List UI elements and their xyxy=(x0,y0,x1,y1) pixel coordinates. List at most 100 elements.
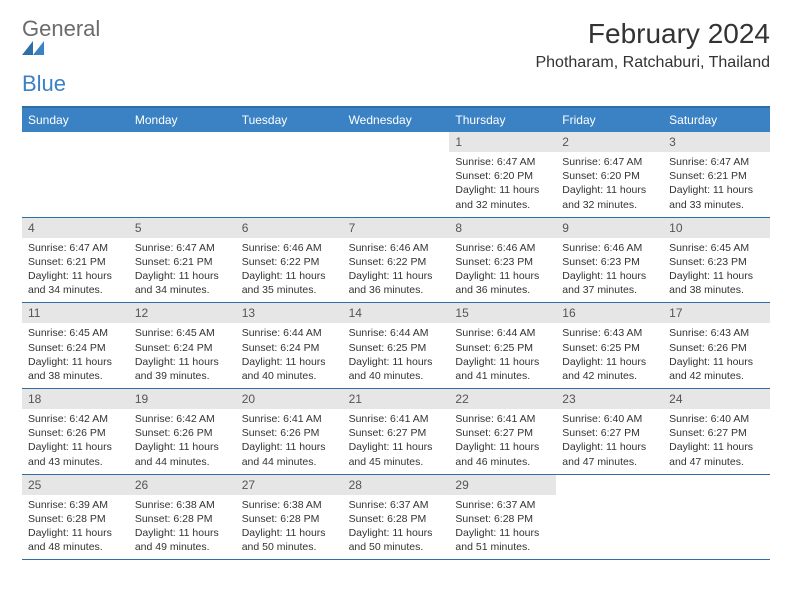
day-number: 11 xyxy=(22,303,129,323)
day-number: 6 xyxy=(236,218,343,238)
day-info: Sunrise: 6:45 AMSunset: 6:24 PMDaylight:… xyxy=(129,323,236,388)
dow-5: Friday xyxy=(556,108,663,132)
day-info: Sunrise: 6:37 AMSunset: 6:28 PMDaylight:… xyxy=(343,495,450,560)
day-number xyxy=(663,475,770,495)
day-number: 23 xyxy=(556,389,663,409)
day-number: 20 xyxy=(236,389,343,409)
week-row: 18Sunrise: 6:42 AMSunset: 6:26 PMDayligh… xyxy=(22,389,770,475)
title-block: February 2024 Photharam, Ratchaburi, Tha… xyxy=(535,18,770,72)
day-number: 26 xyxy=(129,475,236,495)
dow-4: Thursday xyxy=(449,108,556,132)
week-row: 25Sunrise: 6:39 AMSunset: 6:28 PMDayligh… xyxy=(22,475,770,561)
week-row: 1Sunrise: 6:47 AMSunset: 6:20 PMDaylight… xyxy=(22,132,770,218)
day-cell: 11Sunrise: 6:45 AMSunset: 6:24 PMDayligh… xyxy=(22,303,129,388)
day-info: Sunrise: 6:43 AMSunset: 6:25 PMDaylight:… xyxy=(556,323,663,388)
day-info: Sunrise: 6:41 AMSunset: 6:27 PMDaylight:… xyxy=(343,409,450,474)
logo-blue: Blue xyxy=(22,71,66,96)
day-info: Sunrise: 6:46 AMSunset: 6:22 PMDaylight:… xyxy=(343,238,450,303)
dow-2: Tuesday xyxy=(236,108,343,132)
day-info: Sunrise: 6:42 AMSunset: 6:26 PMDaylight:… xyxy=(22,409,129,474)
day-cell xyxy=(343,132,450,217)
day-number: 3 xyxy=(663,132,770,152)
day-cell: 6Sunrise: 6:46 AMSunset: 6:22 PMDaylight… xyxy=(236,218,343,303)
day-cell: 20Sunrise: 6:41 AMSunset: 6:26 PMDayligh… xyxy=(236,389,343,474)
day-info: Sunrise: 6:47 AMSunset: 6:21 PMDaylight:… xyxy=(663,152,770,217)
day-cell: 29Sunrise: 6:37 AMSunset: 6:28 PMDayligh… xyxy=(449,475,556,560)
day-number xyxy=(129,132,236,152)
day-info: Sunrise: 6:38 AMSunset: 6:28 PMDaylight:… xyxy=(129,495,236,560)
day-info: Sunrise: 6:47 AMSunset: 6:20 PMDaylight:… xyxy=(556,152,663,217)
week-row: 4Sunrise: 6:47 AMSunset: 6:21 PMDaylight… xyxy=(22,218,770,304)
page-title: February 2024 xyxy=(535,18,770,50)
day-number: 16 xyxy=(556,303,663,323)
day-number xyxy=(22,132,129,152)
day-cell: 10Sunrise: 6:45 AMSunset: 6:23 PMDayligh… xyxy=(663,218,770,303)
day-cell: 3Sunrise: 6:47 AMSunset: 6:21 PMDaylight… xyxy=(663,132,770,217)
day-cell: 28Sunrise: 6:37 AMSunset: 6:28 PMDayligh… xyxy=(343,475,450,560)
day-number: 27 xyxy=(236,475,343,495)
day-number xyxy=(556,475,663,495)
day-info: Sunrise: 6:45 AMSunset: 6:24 PMDaylight:… xyxy=(22,323,129,388)
day-cell: 26Sunrise: 6:38 AMSunset: 6:28 PMDayligh… xyxy=(129,475,236,560)
day-info: Sunrise: 6:47 AMSunset: 6:20 PMDaylight:… xyxy=(449,152,556,217)
day-info: Sunrise: 6:39 AMSunset: 6:28 PMDaylight:… xyxy=(22,495,129,560)
day-info: Sunrise: 6:44 AMSunset: 6:25 PMDaylight:… xyxy=(343,323,450,388)
day-info: Sunrise: 6:38 AMSunset: 6:28 PMDaylight:… xyxy=(236,495,343,560)
day-info: Sunrise: 6:44 AMSunset: 6:25 PMDaylight:… xyxy=(449,323,556,388)
day-info: Sunrise: 6:46 AMSunset: 6:23 PMDaylight:… xyxy=(556,238,663,303)
day-number: 24 xyxy=(663,389,770,409)
day-number: 14 xyxy=(343,303,450,323)
location: Photharam, Ratchaburi, Thailand xyxy=(535,54,770,72)
day-info: Sunrise: 6:46 AMSunset: 6:23 PMDaylight:… xyxy=(449,238,556,303)
logo: General Blue xyxy=(22,18,100,96)
day-cell: 12Sunrise: 6:45 AMSunset: 6:24 PMDayligh… xyxy=(129,303,236,388)
day-number: 28 xyxy=(343,475,450,495)
day-cell: 15Sunrise: 6:44 AMSunset: 6:25 PMDayligh… xyxy=(449,303,556,388)
day-info: Sunrise: 6:40 AMSunset: 6:27 PMDaylight:… xyxy=(663,409,770,474)
day-cell xyxy=(556,475,663,560)
day-cell: 13Sunrise: 6:44 AMSunset: 6:24 PMDayligh… xyxy=(236,303,343,388)
day-number: 18 xyxy=(22,389,129,409)
header: General Blue February 2024 Photharam, Ra… xyxy=(22,18,770,96)
day-info: Sunrise: 6:41 AMSunset: 6:26 PMDaylight:… xyxy=(236,409,343,474)
day-info: Sunrise: 6:42 AMSunset: 6:26 PMDaylight:… xyxy=(129,409,236,474)
day-cell: 17Sunrise: 6:43 AMSunset: 6:26 PMDayligh… xyxy=(663,303,770,388)
day-number: 1 xyxy=(449,132,556,152)
dow-3: Wednesday xyxy=(343,108,450,132)
day-cell: 9Sunrise: 6:46 AMSunset: 6:23 PMDaylight… xyxy=(556,218,663,303)
day-info: Sunrise: 6:46 AMSunset: 6:22 PMDaylight:… xyxy=(236,238,343,303)
day-cell: 5Sunrise: 6:47 AMSunset: 6:21 PMDaylight… xyxy=(129,218,236,303)
day-cell xyxy=(129,132,236,217)
day-number: 2 xyxy=(556,132,663,152)
day-cell: 25Sunrise: 6:39 AMSunset: 6:28 PMDayligh… xyxy=(22,475,129,560)
day-cell: 16Sunrise: 6:43 AMSunset: 6:25 PMDayligh… xyxy=(556,303,663,388)
day-number: 21 xyxy=(343,389,450,409)
logo-mark-icon xyxy=(22,41,100,55)
week-row: 11Sunrise: 6:45 AMSunset: 6:24 PMDayligh… xyxy=(22,303,770,389)
day-info: Sunrise: 6:47 AMSunset: 6:21 PMDaylight:… xyxy=(22,238,129,303)
logo-general: General xyxy=(22,16,100,41)
day-info: Sunrise: 6:47 AMSunset: 6:21 PMDaylight:… xyxy=(129,238,236,303)
logo-text: General Blue xyxy=(22,18,100,96)
day-number: 9 xyxy=(556,218,663,238)
day-number: 25 xyxy=(22,475,129,495)
day-cell: 21Sunrise: 6:41 AMSunset: 6:27 PMDayligh… xyxy=(343,389,450,474)
day-cell xyxy=(236,132,343,217)
day-cell: 18Sunrise: 6:42 AMSunset: 6:26 PMDayligh… xyxy=(22,389,129,474)
day-number: 10 xyxy=(663,218,770,238)
day-info: Sunrise: 6:40 AMSunset: 6:27 PMDaylight:… xyxy=(556,409,663,474)
day-info: Sunrise: 6:37 AMSunset: 6:28 PMDaylight:… xyxy=(449,495,556,560)
day-info: Sunrise: 6:45 AMSunset: 6:23 PMDaylight:… xyxy=(663,238,770,303)
day-cell: 2Sunrise: 6:47 AMSunset: 6:20 PMDaylight… xyxy=(556,132,663,217)
day-number: 4 xyxy=(22,218,129,238)
day-number xyxy=(343,132,450,152)
day-info: Sunrise: 6:44 AMSunset: 6:24 PMDaylight:… xyxy=(236,323,343,388)
day-cell: 1Sunrise: 6:47 AMSunset: 6:20 PMDaylight… xyxy=(449,132,556,217)
day-number: 17 xyxy=(663,303,770,323)
dow-row: SundayMondayTuesdayWednesdayThursdayFrid… xyxy=(22,108,770,132)
day-cell xyxy=(663,475,770,560)
dow-1: Monday xyxy=(129,108,236,132)
day-cell: 24Sunrise: 6:40 AMSunset: 6:27 PMDayligh… xyxy=(663,389,770,474)
day-cell xyxy=(22,132,129,217)
dow-0: Sunday xyxy=(22,108,129,132)
